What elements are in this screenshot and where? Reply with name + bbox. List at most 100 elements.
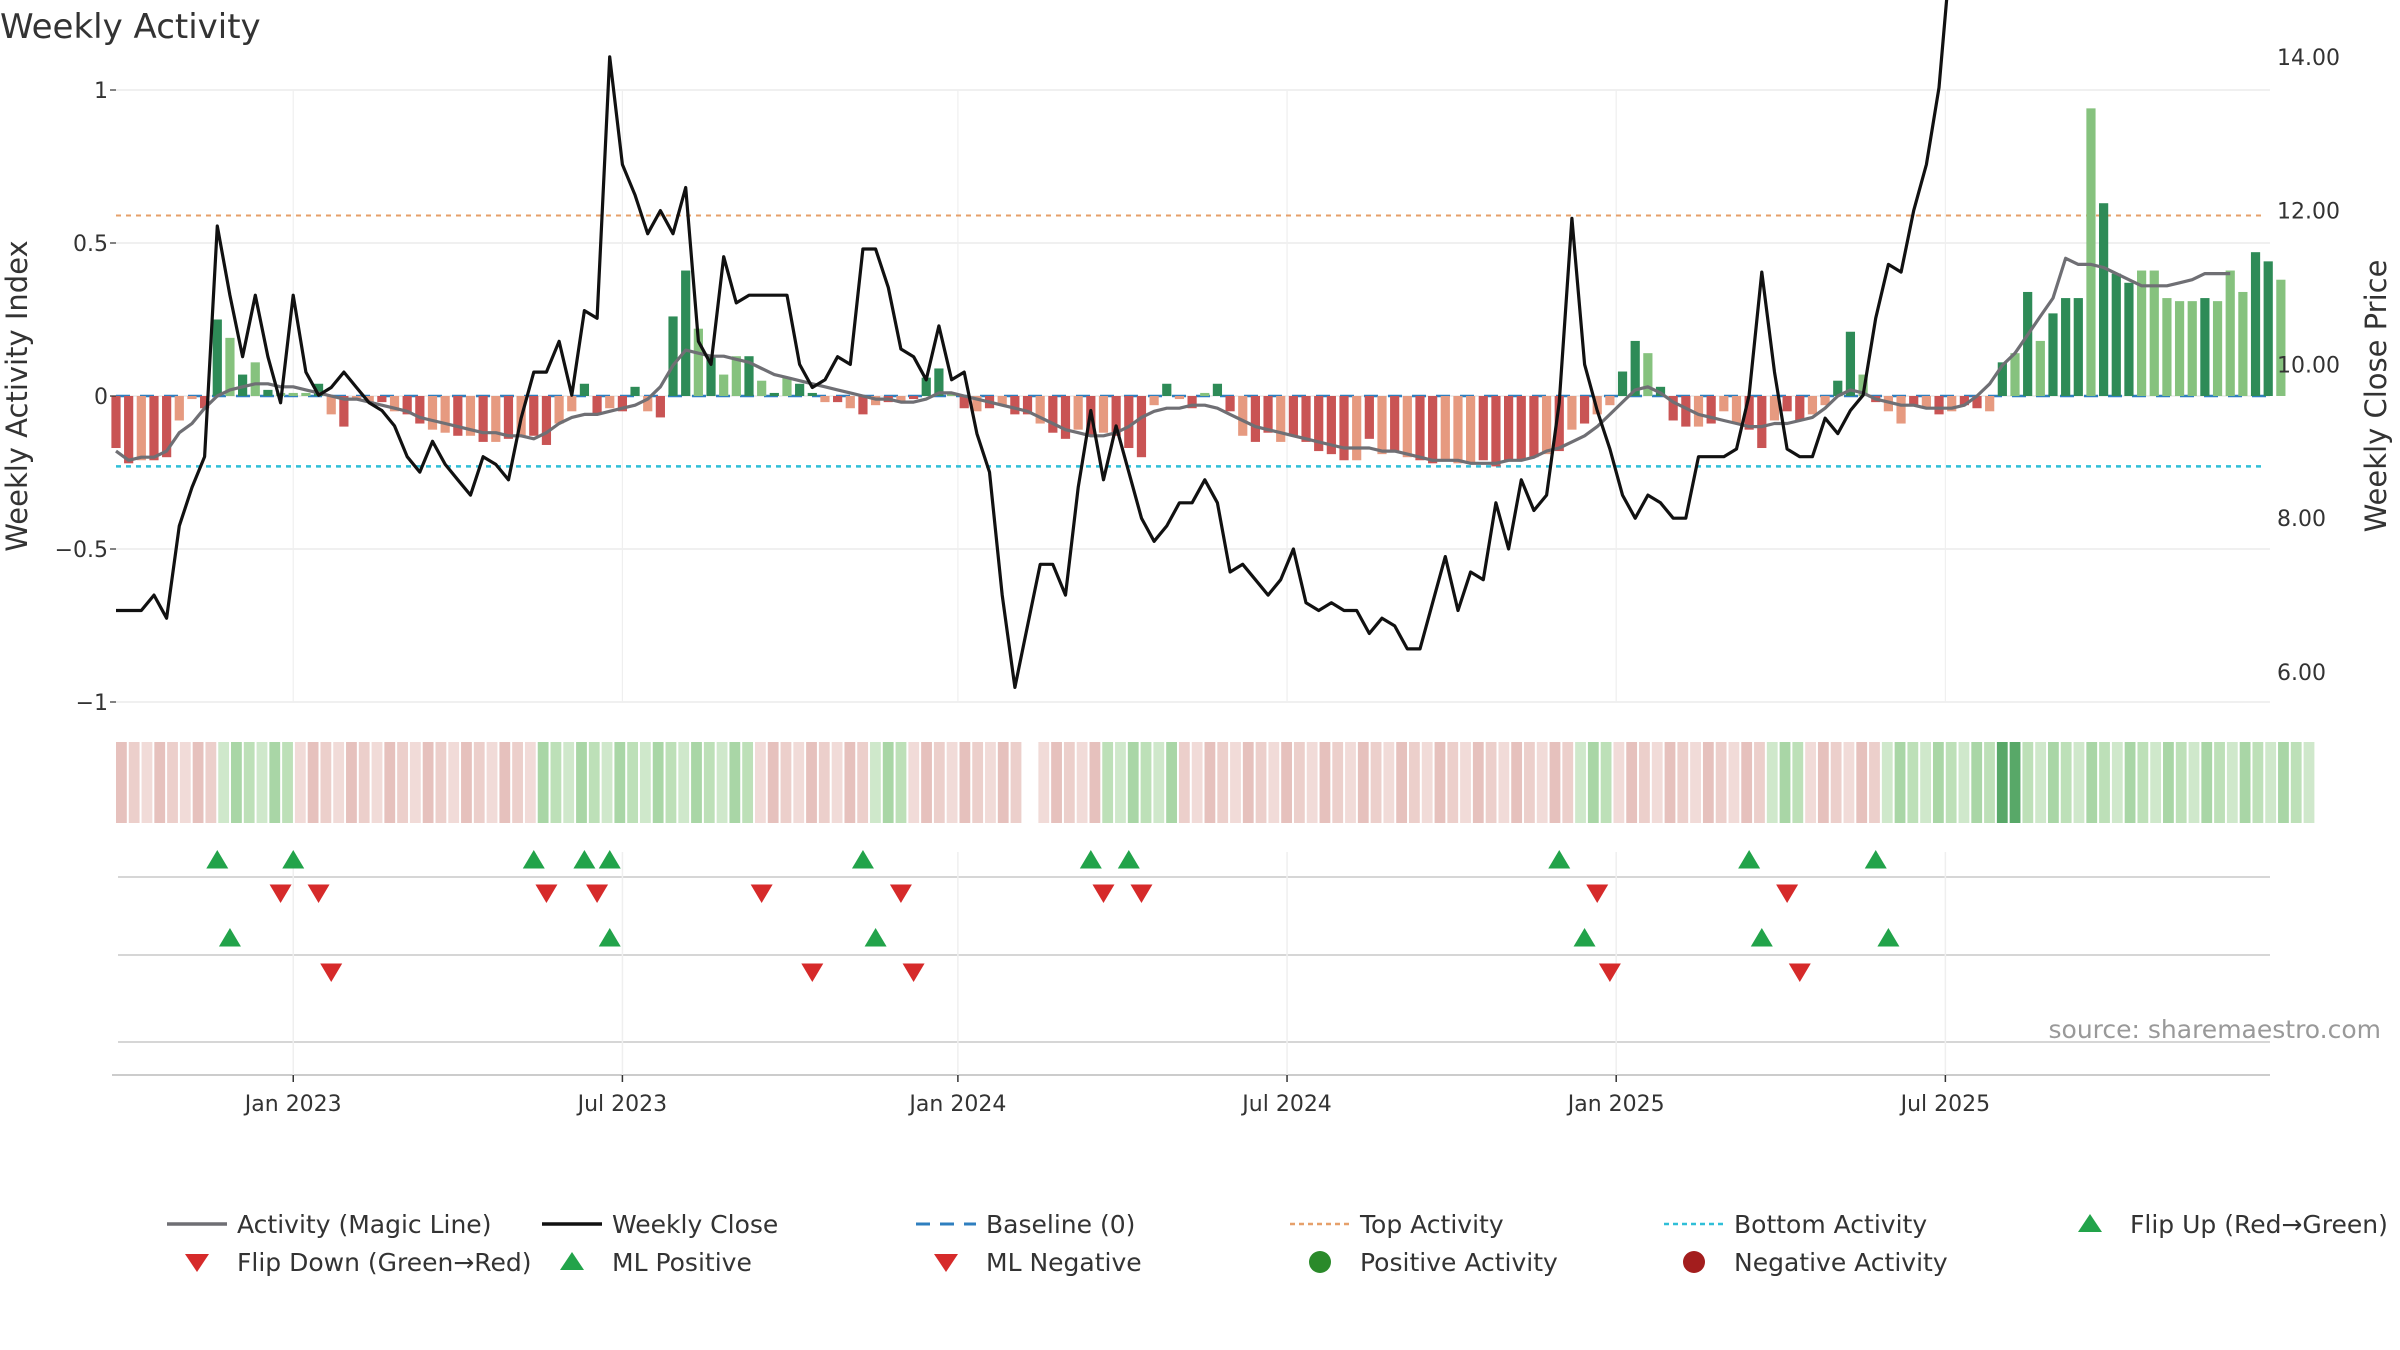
activity-bar [136,396,146,461]
ml-positive-marker [218,928,241,947]
flip-up-marker [1079,850,1102,869]
activity-bar [2111,273,2121,396]
strip-cell [1715,742,1727,823]
legend-label: Top Activity [1359,1210,1504,1239]
flip-down-marker [750,884,773,903]
activity-bar [187,396,197,400]
strip-cell [2214,742,2225,823]
activity-bar [959,396,969,409]
strip-cell [2303,742,2315,823]
strip-cell [461,742,472,823]
activity-bar [389,396,400,412]
legend-swatch [1683,1251,1705,1273]
activity-bar [782,377,792,396]
strip-cell [1268,742,1280,823]
strip-cell [1677,742,1689,823]
activity-bar [111,396,121,449]
activity-bar [301,392,311,396]
strip-cell [473,742,485,823]
strip-cell [601,742,613,823]
strip-cell [2073,742,2085,823]
activity-bar [1579,396,1590,424]
strip-cell [1230,742,1241,823]
activity-bar [1491,396,1501,467]
strip-cell [1907,742,1919,823]
strip-cell [742,742,754,823]
strip-cell [179,742,191,823]
activity-bar [896,396,906,403]
strip-cell [767,742,779,823]
activity-bar [769,392,779,396]
activity-bar [1174,396,1185,400]
activity-bar [225,337,235,396]
flip-up-marker [598,850,621,869]
activity-bar [1567,396,1577,430]
activity-bar [1250,396,1260,442]
activity-bar [174,396,184,421]
activity-bar [212,319,222,396]
activity-bar [1782,396,1792,412]
activity-bar [579,383,590,396]
activity-bar [668,316,678,396]
flip-down-marker [889,884,912,903]
strip-cell [1958,742,1970,823]
activity-bar [1010,396,1020,415]
strip-cell [895,742,907,823]
activity-bar [1136,396,1147,458]
strip-cell [1626,742,1638,823]
strip-cell [1306,742,1318,823]
strip-cell [1063,742,1075,823]
flip-up-marker [851,850,874,869]
activity-bar [1744,396,1754,430]
activity-bar [1060,396,1071,439]
activity-bar [731,356,741,396]
activity-bar [1934,396,1944,415]
activity-bar [2023,291,2033,396]
strip-cell [1971,742,1983,823]
strip-cell [1830,742,1842,823]
y2-tick-label: 8.00 [2277,507,2326,532]
activity-bar [1415,396,1425,461]
activity-bar [1769,396,1780,421]
legend-item: ML Positive [560,1248,752,1277]
legend-item: Bottom Activity [1664,1210,1927,1239]
strip-cell [2226,742,2238,823]
y-axis-ticks: 1 0.5 0 −0.5 −1 [55,79,116,716]
signal-rows [112,850,2270,1076]
strip-cell [2086,742,2098,823]
strip-cell [205,742,217,823]
ml-negative-marker [1598,963,1621,982]
strip-cell [2009,742,2021,823]
strip-cell [691,742,702,823]
strip-cell [729,742,741,823]
strip-cell [1319,742,1331,823]
strip-cell [627,742,638,823]
activity-bar [1605,396,1615,406]
strip-cell [972,742,984,823]
strip-cell [1038,742,1050,823]
legend-item: Top Activity [1290,1210,1504,1239]
strip-cell [371,742,383,823]
activity-bar [706,356,716,396]
flip-down-marker [535,884,558,903]
activity-bar [2061,298,2071,396]
ml-positive-marker [864,928,887,947]
strip-cell [1511,742,1523,823]
strip-cell [1345,742,1356,823]
legend-label: Flip Up (Red→Green) [2130,1210,2388,1239]
activity-bar [377,396,387,403]
activity-bar [972,396,982,412]
activity-bar [1643,353,1653,396]
ml-negative-marker [801,963,824,982]
strip-cell [1549,742,1561,823]
activity-bar [1909,396,1919,406]
activity-bar [1820,396,1830,406]
activity-bar [2174,301,2185,396]
strip-cell [154,742,166,823]
strip-cell [818,742,830,823]
legend-label: Bottom Activity [1734,1210,1927,1239]
activity-bar [1921,396,1931,409]
strip-cell [1817,742,1829,823]
strip-cell [870,742,881,823]
strip-cell [716,742,728,823]
